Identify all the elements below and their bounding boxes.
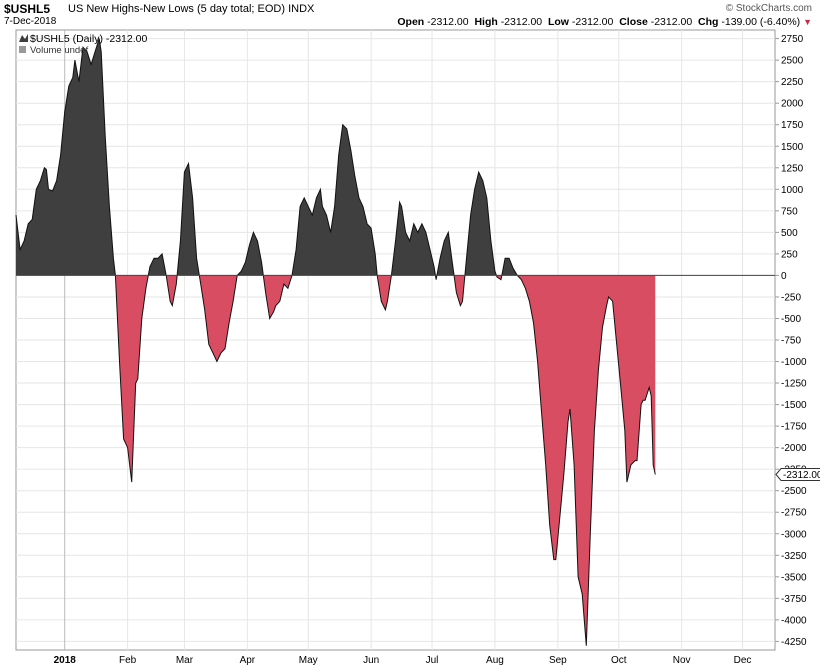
low-value: -2312.00 bbox=[571, 16, 614, 28]
x-tick-label: Oct bbox=[611, 655, 627, 666]
credit: © StockCharts.com bbox=[725, 3, 812, 14]
x-tick-label: 2018 bbox=[54, 655, 77, 666]
x-tick-label: Aug bbox=[486, 655, 504, 666]
y-tick-label: -500 bbox=[781, 314, 801, 325]
y-tick-label: 1250 bbox=[781, 163, 804, 174]
high-label: High bbox=[474, 16, 498, 28]
y-tick-label: -1750 bbox=[781, 422, 807, 433]
x-tick-label: Dec bbox=[734, 655, 752, 666]
y-tick-label: -4000 bbox=[781, 615, 807, 626]
x-tick-label: Apr bbox=[240, 655, 256, 666]
y-tick-label: 750 bbox=[781, 206, 798, 217]
y-tick-label: -3000 bbox=[781, 529, 807, 540]
y-tick-label: -2000 bbox=[781, 443, 807, 454]
legend-series: $USHL5 (Daily) -2312.00 bbox=[30, 33, 147, 45]
y-tick-label: -3500 bbox=[781, 572, 807, 583]
y-tick-label: -3250 bbox=[781, 551, 807, 562]
y-tick-label: 250 bbox=[781, 249, 798, 260]
y-tick-label: 0 bbox=[781, 271, 787, 282]
ohlc-readout: Open -2312.00 High -2312.00 Low -2312.00… bbox=[397, 16, 812, 28]
y-tick-label: 2750 bbox=[781, 34, 804, 45]
y-tick-label: -1000 bbox=[781, 357, 807, 368]
y-tick-label: 500 bbox=[781, 228, 798, 239]
chart-area: 2750250022502000175015001250100075050025… bbox=[15, 29, 820, 666]
description-text: US New Highs-New Lows (5 day total; EOD) bbox=[68, 3, 286, 15]
last-value-label: -2312.00 bbox=[783, 470, 820, 481]
chg-label: Chg bbox=[698, 16, 719, 28]
legend-area-icon bbox=[19, 34, 28, 42]
high-value: -2312.00 bbox=[500, 16, 543, 28]
x-tick-label: Mar bbox=[176, 655, 194, 666]
x-tick-label: Nov bbox=[673, 655, 691, 666]
y-tick-label: 1500 bbox=[781, 142, 804, 153]
date: 7-Dec-2018 bbox=[4, 16, 57, 27]
x-tick-label: Jun bbox=[363, 655, 379, 666]
close-label: Close bbox=[619, 16, 648, 28]
exchange: INDX bbox=[288, 3, 315, 15]
down-triangle-icon: ▼ bbox=[803, 17, 812, 27]
y-tick-label: -4250 bbox=[781, 637, 807, 648]
y-tick-label: -750 bbox=[781, 336, 801, 347]
x-tick-label: May bbox=[299, 655, 318, 666]
x-tick-label: Jul bbox=[426, 655, 439, 666]
y-tick-label: 1750 bbox=[781, 120, 804, 131]
y-tick-label: -1500 bbox=[781, 400, 807, 411]
y-tick-label: -2500 bbox=[781, 486, 807, 497]
chart-header: $USHL5 US New Highs-New Lows (5 day tota… bbox=[0, 0, 820, 30]
y-tick-label: 1000 bbox=[781, 185, 804, 196]
open-value: -2312.00 bbox=[427, 16, 469, 28]
x-tick-label: Sep bbox=[549, 655, 567, 666]
open-label: Open bbox=[397, 16, 425, 28]
series-line bbox=[15, 38, 656, 646]
last-value-tag bbox=[775, 468, 820, 482]
y-tick-label: -250 bbox=[781, 292, 801, 303]
y-tick-label: 2250 bbox=[781, 77, 804, 88]
y-tick-label: -1250 bbox=[781, 379, 807, 390]
y-tick-label: 2500 bbox=[781, 56, 804, 67]
y-tick-label: -2750 bbox=[781, 508, 807, 519]
symbol: $USHL5 bbox=[4, 2, 51, 16]
y-tick-label: -3750 bbox=[781, 594, 807, 605]
y-tick-label: 2000 bbox=[781, 99, 804, 110]
negative-area bbox=[16, 275, 656, 646]
chg-value: -139.00 (-6.40%) bbox=[721, 16, 801, 28]
low-label: Low bbox=[547, 16, 569, 28]
close-value: -2312.00 bbox=[650, 16, 693, 28]
description: US New Highs-New Lows (5 day total; EOD)… bbox=[68, 3, 314, 15]
x-tick-label: Feb bbox=[119, 655, 137, 666]
legend-volume: Volume undef bbox=[30, 45, 88, 56]
legend-volume-icon bbox=[19, 46, 26, 53]
